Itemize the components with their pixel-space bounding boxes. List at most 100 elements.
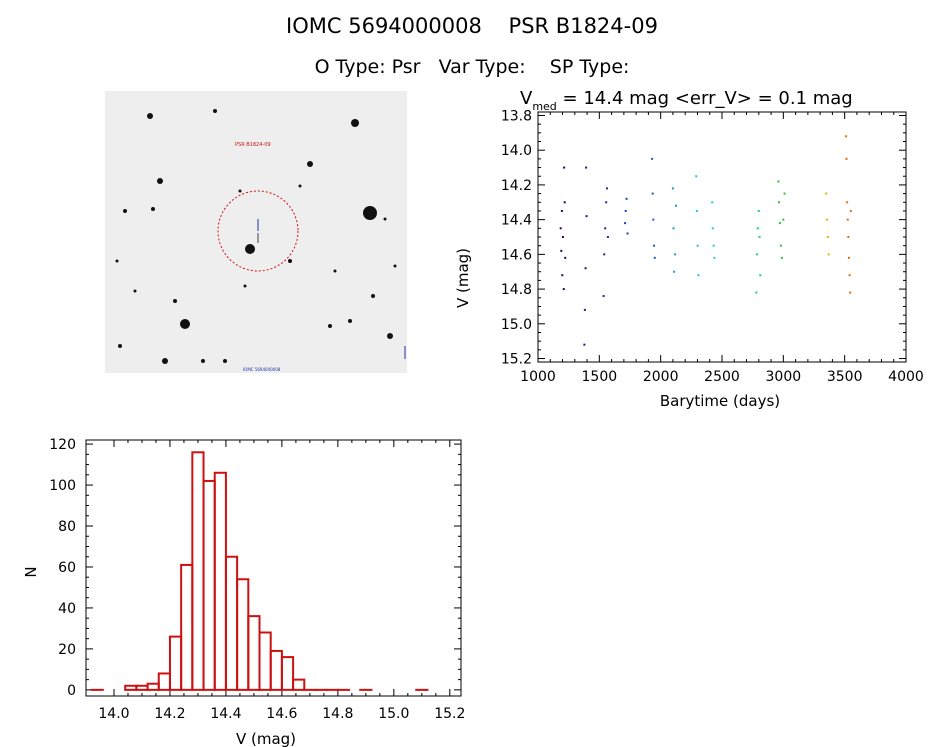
star bbox=[348, 319, 352, 323]
data-point bbox=[585, 215, 588, 218]
x-tick-label: 1000 bbox=[520, 369, 556, 385]
histogram-bar bbox=[269, 649, 283, 691]
data-point bbox=[583, 343, 586, 346]
data-point bbox=[759, 274, 762, 277]
histogram-ylabel: N bbox=[22, 566, 40, 577]
data-point bbox=[672, 227, 675, 230]
histogram-bar bbox=[124, 684, 138, 691]
data-point bbox=[561, 236, 564, 238]
y-tick-label: 20 bbox=[58, 642, 76, 658]
data-point bbox=[695, 209, 698, 212]
target-name-label: PSR B1824-09 bbox=[235, 142, 271, 148]
data-point bbox=[697, 274, 700, 277]
data-point bbox=[849, 291, 852, 294]
y-tick-label: 14.0 bbox=[501, 143, 532, 159]
histogram-bar bbox=[180, 563, 194, 691]
data-point bbox=[849, 209, 852, 212]
data-point bbox=[846, 218, 849, 221]
x-tick-label: 4000 bbox=[888, 369, 924, 385]
histogram-xlabel: V (mag) bbox=[236, 730, 296, 747]
data-point bbox=[584, 267, 587, 270]
data-point bbox=[564, 256, 567, 259]
data-point bbox=[845, 157, 848, 160]
star bbox=[393, 264, 397, 268]
histogram-bar bbox=[236, 578, 250, 691]
x-tick-label: 3000 bbox=[766, 369, 802, 385]
data-point bbox=[560, 249, 563, 252]
histogram-bar bbox=[168, 635, 183, 691]
star bbox=[383, 217, 387, 221]
data-point bbox=[583, 308, 586, 311]
x-tick-label: 3500 bbox=[827, 369, 863, 385]
bright-star bbox=[363, 206, 377, 220]
target-circle bbox=[217, 190, 299, 272]
data-point bbox=[604, 227, 607, 230]
data-point bbox=[651, 192, 654, 195]
star bbox=[173, 299, 177, 303]
star bbox=[118, 344, 122, 348]
star bbox=[180, 319, 190, 329]
star bbox=[298, 184, 302, 188]
y-tick-label: 15.2 bbox=[501, 352, 532, 368]
star bbox=[371, 294, 375, 298]
data-point bbox=[626, 232, 629, 235]
data-point bbox=[848, 274, 851, 277]
data-point bbox=[673, 270, 676, 273]
lightcurve-title: Vmed = 14.4 mag <err_V> = 0.1 mag bbox=[520, 88, 853, 113]
star bbox=[157, 178, 163, 184]
data-point bbox=[562, 288, 565, 291]
x-tick-label: 14.0 bbox=[98, 706, 129, 722]
histogram-bar bbox=[191, 451, 205, 691]
data-point bbox=[695, 175, 698, 178]
data-point bbox=[777, 180, 780, 183]
data-point bbox=[605, 187, 608, 190]
data-point bbox=[624, 209, 627, 212]
star bbox=[201, 359, 205, 363]
lightcurve-title-prefix: V bbox=[520, 88, 533, 109]
lightcurve-frame bbox=[537, 111, 907, 363]
data-point bbox=[560, 209, 563, 212]
x-tick-label: 14.4 bbox=[210, 706, 241, 722]
y-tick-label: 40 bbox=[58, 601, 76, 617]
lightcurve-title-suffix: = 14.4 mag <err_V> = 0.1 mag bbox=[557, 88, 853, 109]
histogram-bar bbox=[202, 479, 216, 691]
star bbox=[147, 113, 153, 119]
star bbox=[243, 284, 247, 288]
star bbox=[238, 189, 242, 193]
lightcurve-chart: Vmed = 14.4 mag <err_V> = 0.1 mag 1000 15… bbox=[454, 88, 924, 410]
data-point bbox=[625, 197, 628, 200]
finder-chart-image: PSR B1824-09 IOMC 5694000008 bbox=[105, 91, 407, 373]
x-tick-label: 2500 bbox=[704, 369, 740, 385]
histogram-bar bbox=[280, 656, 295, 691]
y-tick-label: 0 bbox=[67, 683, 76, 699]
data-point bbox=[605, 201, 608, 204]
histogram-bar bbox=[146, 682, 160, 691]
histogram-frame bbox=[85, 439, 462, 697]
star bbox=[307, 161, 313, 167]
data-point bbox=[675, 204, 677, 207]
y-tick-label: 14.2 bbox=[501, 178, 532, 194]
y-tick-label: 60 bbox=[58, 560, 76, 576]
histogram-bar bbox=[213, 471, 227, 691]
histogram-plot-area: 14.0 14.2 14.4 14.6 14.8 15.0 15.2 0 20 40 60 80 100… bbox=[49, 437, 465, 722]
lightcurve-ylabel: V (mag) bbox=[454, 248, 472, 308]
histogram-bar bbox=[157, 672, 171, 691]
data-point bbox=[758, 236, 761, 238]
data-point bbox=[711, 201, 714, 204]
star bbox=[387, 333, 393, 339]
y-tick-label: 100 bbox=[49, 478, 76, 494]
x-tick-label: 15.2 bbox=[434, 706, 465, 722]
lightcurve-plot-area: 1000 1500 2000 2500 3000 3500 4000 13.8 14.0 14.2… bbox=[501, 108, 924, 385]
y-tick-label: 14.8 bbox=[501, 282, 532, 298]
star bbox=[223, 359, 227, 363]
star-field bbox=[115, 109, 397, 364]
data-point bbox=[783, 192, 786, 195]
data-point bbox=[847, 236, 850, 238]
x-tick-label: 2000 bbox=[643, 369, 679, 385]
data-point bbox=[561, 274, 564, 277]
data-point bbox=[652, 218, 655, 221]
histogram-bar bbox=[247, 615, 261, 691]
data-point bbox=[756, 227, 759, 230]
star bbox=[123, 209, 127, 213]
data-point bbox=[779, 244, 782, 247]
